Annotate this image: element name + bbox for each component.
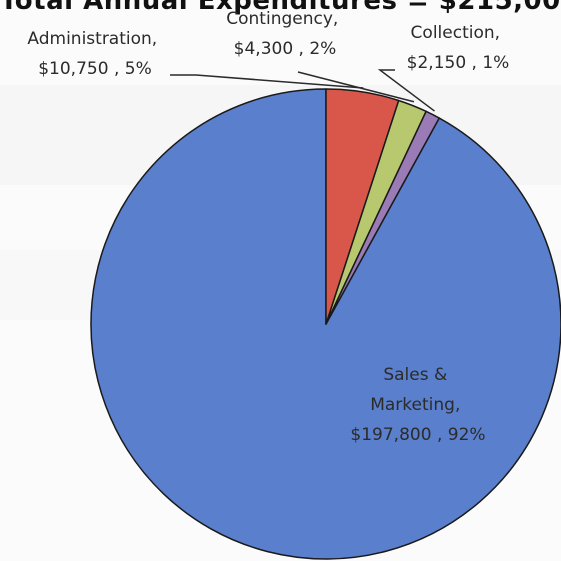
leader-line-collection [377, 69, 435, 112]
data-label-contingency: Contingency, $4,300 , 2% [226, 9, 343, 59]
label-value-administration: $10,750 [38, 59, 108, 79]
label-percent-contingency: 2% [309, 39, 336, 59]
label-name-sales-marketing-2: Marketing, [370, 395, 460, 415]
chart-title: Total Annual Expenditures = $215,000 [0, 0, 561, 16]
leader-line-contingency [297, 71, 415, 103]
label-name-contingency: Contingency [226, 9, 333, 29]
label-name-sales-marketing-1: Sales & [383, 365, 447, 385]
leader-lines [170, 69, 435, 112]
data-label-collection: Collection, $2,150 , 1% [407, 23, 510, 73]
label-value-contingency: $4,300 [234, 39, 293, 59]
data-label-administration: Administration, $10,750 , 5% [27, 29, 162, 79]
leader-line-administration [170, 74, 364, 89]
pie-slices [90, 88, 561, 560]
pie-slice-administration [325, 88, 400, 325]
label-percent-administration: 5% [125, 59, 152, 79]
label-percent-sales-marketing: 92% [448, 425, 486, 445]
label-value-collection: $2,150 [407, 53, 466, 73]
label-percent-collection: 1% [482, 53, 509, 73]
label-value-sales-marketing: $197,800 [350, 425, 431, 445]
data-label-sales-marketing: Sales & Marketing, $197,800 , 92% [350, 365, 485, 445]
label-name-collection: Collection [411, 23, 495, 43]
label-name-administration: Administration [27, 29, 151, 49]
